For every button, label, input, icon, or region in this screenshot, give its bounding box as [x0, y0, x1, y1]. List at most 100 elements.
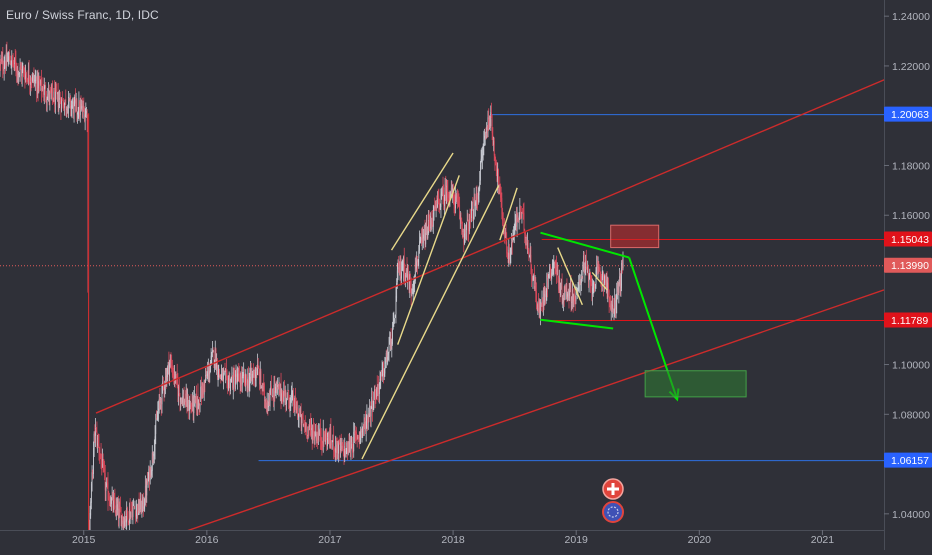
candle-body	[402, 270, 403, 271]
candle-body	[407, 274, 408, 279]
candle-body	[391, 342, 392, 350]
candle-body	[597, 265, 598, 268]
candle-body	[334, 450, 335, 451]
candle-body	[537, 304, 538, 309]
candle-body	[236, 374, 237, 380]
candle-body	[76, 100, 77, 113]
candle-body	[303, 424, 304, 425]
candle-body	[22, 69, 23, 71]
candle-body	[366, 415, 367, 420]
globe-icon[interactable]	[603, 502, 623, 522]
candle-body	[611, 303, 612, 310]
candle-body	[609, 291, 610, 303]
candle-body	[470, 218, 471, 220]
candle-body	[437, 199, 438, 208]
candle-body	[119, 507, 120, 508]
candle-body	[97, 438, 98, 446]
candle-body	[97, 431, 98, 444]
candle-body	[553, 264, 554, 266]
candle-body	[472, 208, 473, 209]
candle-body	[245, 373, 246, 382]
candle-body	[103, 461, 104, 464]
candle-body	[283, 400, 284, 401]
candle-body	[578, 287, 579, 291]
candle-body	[284, 389, 285, 396]
candle-body	[301, 415, 302, 423]
candle-body	[355, 432, 356, 433]
candle-body	[571, 302, 572, 303]
candle-body	[528, 249, 529, 257]
candle-body	[187, 397, 188, 407]
candle-body	[485, 133, 486, 137]
candle-body	[448, 195, 449, 198]
candle-body	[258, 368, 259, 372]
candle-body	[547, 275, 548, 287]
candle-body	[414, 283, 415, 286]
candle-body	[308, 427, 309, 436]
candle-body	[375, 397, 376, 400]
candle-body	[440, 208, 441, 209]
candle-body	[348, 444, 349, 453]
candle-body	[223, 373, 224, 379]
candle-body	[149, 468, 150, 483]
candle-body	[522, 212, 523, 213]
candle-body	[59, 99, 60, 100]
candle-body	[168, 362, 169, 368]
candle-body	[11, 56, 12, 65]
candle-body	[587, 269, 588, 272]
candle-body	[382, 364, 383, 371]
chart-title: Euro / Swiss Franc, 1D, IDC	[6, 8, 159, 22]
candle-body	[614, 315, 615, 316]
candle-body	[185, 401, 186, 405]
candle-body	[31, 82, 32, 83]
candle-body	[78, 115, 79, 116]
y-tick-label: 1.16000	[892, 210, 930, 222]
candle-body	[174, 372, 175, 379]
candle-body	[206, 376, 207, 378]
candle-body	[156, 419, 157, 420]
candle-body	[133, 504, 134, 506]
candle-body	[325, 434, 326, 442]
candle-body	[580, 280, 581, 284]
candle-body	[266, 406, 267, 407]
candle-body	[308, 428, 309, 430]
add-alert-icon[interactable]	[603, 479, 623, 499]
candle-body	[404, 259, 405, 275]
candle-body	[456, 193, 457, 196]
candle-body	[436, 201, 437, 207]
candle-body	[361, 429, 362, 433]
candle-body	[297, 408, 298, 419]
candle-body	[11, 65, 12, 66]
candle-body	[355, 432, 356, 433]
candle-body	[199, 402, 200, 407]
candle-body	[500, 186, 501, 197]
candle-body	[521, 210, 522, 211]
candle-body	[549, 276, 550, 277]
candle-body	[240, 381, 241, 387]
candle-body	[52, 88, 53, 97]
candle-body	[288, 390, 289, 391]
candle-body	[454, 203, 455, 209]
candle-body	[220, 376, 221, 378]
candle-body	[465, 226, 466, 229]
candle-body	[135, 509, 136, 510]
candle-body	[381, 370, 382, 372]
add-alert-icon-bar-v	[612, 483, 615, 495]
candle-body	[38, 73, 39, 91]
candle-body	[46, 98, 47, 101]
candle-body	[509, 252, 510, 261]
candle-body	[224, 373, 225, 374]
candle-body	[153, 454, 154, 456]
candle-body	[562, 285, 563, 303]
candle-body	[17, 67, 18, 72]
candle-body	[497, 166, 498, 181]
candle-body	[188, 399, 189, 411]
candle-body	[294, 397, 295, 408]
candle-body	[191, 408, 192, 409]
candle-body	[537, 305, 538, 312]
candle-body	[574, 297, 575, 301]
candle-body	[369, 416, 370, 419]
candle-body	[519, 205, 520, 213]
candle-body	[3, 69, 4, 70]
